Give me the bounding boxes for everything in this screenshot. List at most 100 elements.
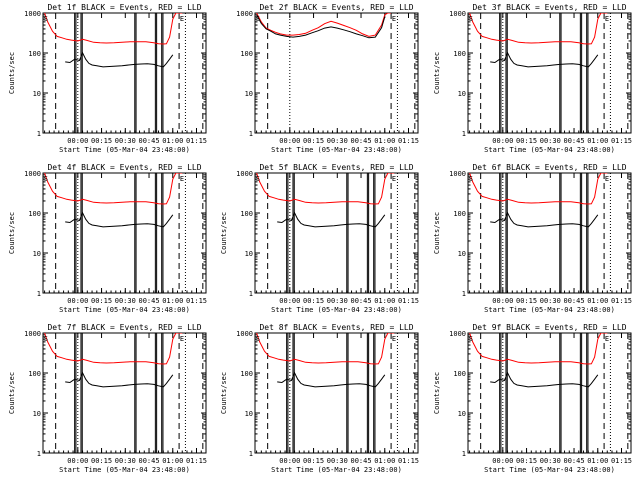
y-tick-label: 10	[245, 90, 253, 98]
x-tick-label: 00:30	[115, 137, 136, 145]
x-tick-label: 00:30	[115, 457, 136, 465]
panel-title: Det 5f BLACK = Events, RED = LLD	[259, 163, 413, 172]
interval-box	[579, 172, 583, 294]
y-tick-label: 100	[28, 210, 41, 218]
panel-8: Det 8f BLACK = Events, RED = LLD 1 10 100 10…	[220, 323, 419, 474]
x-tick-label: 00:30	[540, 457, 561, 465]
y-axis-label: Counts/sec	[220, 212, 228, 254]
interval-box	[505, 12, 508, 134]
x-tick-label: 00:00	[492, 297, 513, 305]
x-tick-label: 00:45	[350, 297, 371, 305]
series-line-events	[256, 14, 386, 39]
y-tick-label: 10	[458, 90, 466, 98]
y-tick-label: 100	[240, 210, 253, 218]
interval-box	[505, 332, 508, 454]
x-tick-label: 01:00	[587, 457, 608, 465]
series-line-events	[65, 371, 174, 388]
y-axis-label: Counts/sec	[433, 372, 441, 414]
annotation-e: E	[392, 15, 396, 23]
annotation-e: E	[605, 175, 609, 183]
interval-box	[366, 172, 370, 294]
panel-7: Det 7f BLACK = Events, RED = LLD 1 10 100 10…	[8, 323, 207, 474]
x-tick-label: 00:45	[563, 137, 584, 145]
x-tick-label: 00:45	[138, 457, 159, 465]
panel-title: Det 8f BLACK = Events, RED = LLD	[259, 323, 413, 332]
series-line-events	[277, 211, 386, 228]
x-tick-label: 01:00	[374, 137, 395, 145]
y-tick-label: 100	[28, 370, 41, 378]
interval-box	[579, 12, 583, 134]
interval-box	[292, 332, 295, 454]
x-tick-label: 01:15	[398, 297, 419, 305]
interval-box	[80, 172, 83, 294]
annotation-s: S	[469, 335, 473, 343]
annotation-s: S	[44, 15, 48, 23]
annotation-s: S	[256, 175, 260, 183]
y-tick-label: 1	[37, 130, 41, 138]
interval-box	[154, 12, 158, 134]
panel-4: Det 4f BLACK = Events, RED = LLD 1 10 100 10…	[8, 163, 207, 314]
series-line-lld	[256, 333, 395, 365]
y-tick-label: 1	[249, 290, 253, 298]
x-tick-label: 00:15	[303, 137, 324, 145]
y-tick-label: 100	[453, 50, 466, 58]
interval-box	[154, 332, 158, 454]
panel-5: Det 5f BLACK = Events, RED = LLD 1 10 100 10…	[220, 163, 419, 314]
y-tick-label: 1000	[24, 330, 41, 338]
series-line-events	[490, 211, 599, 228]
interval-box	[286, 172, 289, 294]
panel-title: Det 4f BLACK = Events, RED = LLD	[47, 163, 201, 172]
x-tick-label: 00:00	[67, 297, 88, 305]
annotation-e: E	[180, 15, 184, 23]
plot-frame	[467, 172, 632, 294]
x-axis-label: Start Time (05-Mar-04 23:48:00)	[484, 306, 615, 314]
interval-box	[586, 172, 589, 294]
interval-box	[373, 332, 376, 454]
panel-title: Det 1f BLACK = Events, RED = LLD	[47, 3, 201, 12]
y-tick-label: 10	[33, 410, 41, 418]
interval-box	[559, 332, 562, 454]
y-tick-label: 1000	[24, 170, 41, 178]
interval-box	[499, 12, 502, 134]
x-tick-label: 00:00	[279, 137, 300, 145]
y-tick-label: 10	[33, 90, 41, 98]
interval-box	[499, 172, 502, 294]
y-tick-label: 1000	[24, 10, 41, 18]
annotation-e: E	[392, 335, 396, 343]
series-line-events	[65, 51, 174, 68]
y-axis-label: Counts/sec	[433, 52, 441, 94]
x-tick-label: 01:15	[611, 137, 632, 145]
interval-box	[366, 332, 370, 454]
series-line-events	[490, 51, 599, 68]
y-tick-label: 1000	[449, 170, 466, 178]
plot-frame	[42, 332, 207, 454]
panel-1: Det 1f BLACK = Events, RED = LLD 1 10 100 10…	[8, 3, 207, 154]
x-tick-label: 00:30	[540, 137, 561, 145]
annotation-s: S	[44, 175, 48, 183]
x-tick-label: 01:00	[587, 297, 608, 305]
panel-title: Det 7f BLACK = Events, RED = LLD	[47, 323, 201, 332]
y-tick-label: 1	[37, 290, 41, 298]
annotation-s: S	[469, 15, 473, 23]
series-line-events	[490, 371, 599, 388]
panel-9: Det 9f BLACK = Events, RED = LLD 1 10 100 10…	[433, 323, 632, 474]
y-tick-label: 1	[249, 130, 253, 138]
interval-box	[74, 12, 77, 134]
x-axis-label: Start Time (05-Mar-04 23:48:00)	[271, 146, 402, 154]
series-line-lld	[256, 173, 395, 205]
x-tick-label: 00:00	[279, 297, 300, 305]
y-axis-label: Counts/sec	[8, 372, 16, 414]
y-tick-label: 100	[240, 370, 253, 378]
panel-title: Det 2f BLACK = Events, RED = LLD	[259, 3, 413, 12]
plot-frame	[254, 172, 419, 294]
plot-frame	[42, 172, 207, 294]
y-tick-label: 1	[462, 290, 466, 298]
x-axis-label: Start Time (05-Mar-04 23:48:00)	[484, 146, 615, 154]
y-tick-label: 1000	[449, 330, 466, 338]
x-tick-label: 00:30	[115, 297, 136, 305]
interval-box	[586, 332, 589, 454]
x-tick-label: 01:15	[186, 297, 207, 305]
x-tick-label: 00:15	[91, 297, 112, 305]
y-tick-label: 1000	[236, 10, 253, 18]
